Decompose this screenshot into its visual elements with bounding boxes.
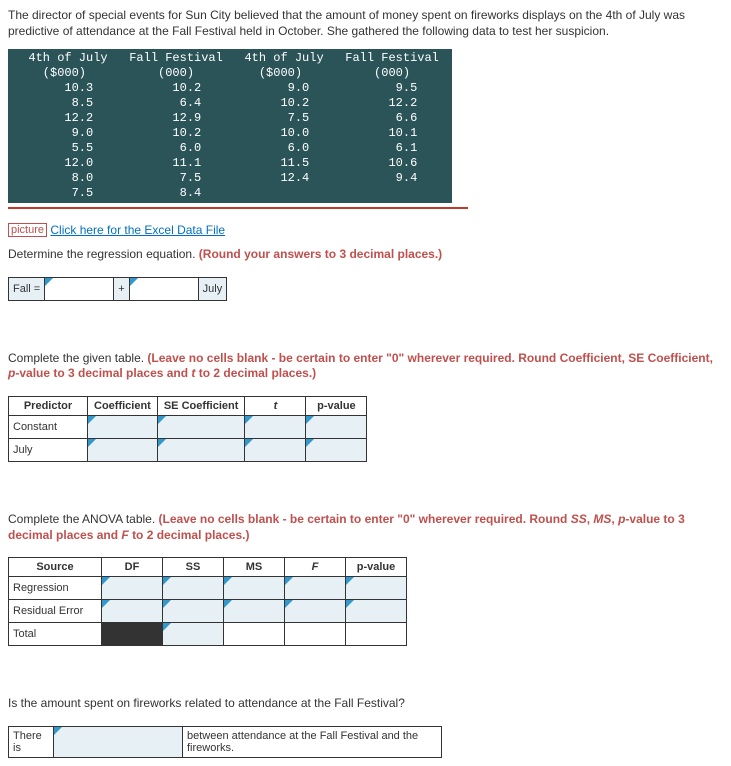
coef-header: SE Coefficient [157, 396, 245, 415]
data-table-underline [8, 207, 468, 209]
anova-input-cell[interactable] [102, 600, 163, 623]
anova-input-cell[interactable] [163, 600, 224, 623]
anova-header: SS [163, 558, 224, 577]
anova-input-cell[interactable] [224, 577, 285, 600]
coef-input-cell[interactable] [306, 415, 367, 438]
anova-row-label: Total [9, 623, 102, 646]
anova-input-cell[interactable] [346, 600, 407, 623]
coef-input-cell[interactable] [245, 415, 306, 438]
eq-slope-input[interactable] [129, 277, 198, 300]
anova-header: p-value [346, 558, 407, 577]
coef-input-cell[interactable] [306, 438, 367, 461]
coef-input-cell[interactable] [88, 438, 158, 461]
q2-instruction: Complete the given table. (Leave no cell… [8, 351, 723, 382]
coef-header: Predictor [9, 396, 88, 415]
coef-header: t [245, 396, 306, 415]
q1-instruction: Determine the regression equation. (Roun… [8, 247, 723, 263]
anova-input-cell[interactable] [285, 600, 346, 623]
eq-lhs: Fall = [9, 277, 45, 300]
anova-input-cell[interactable] [102, 577, 163, 600]
coef-header: p-value [306, 396, 367, 415]
coef-row-label: July [9, 438, 88, 461]
q4-pre: There is [9, 726, 54, 757]
anova-header: Source [9, 558, 102, 577]
anova-input-cell[interactable] [346, 577, 407, 600]
anova-table: SourceDFSSMSFp-value RegressionResidual E… [8, 557, 407, 646]
coef-header: Coefficient [88, 396, 158, 415]
q4-answer-row: There is between attendance at the Fall … [8, 726, 442, 758]
anova-input-cell[interactable] [163, 577, 224, 600]
data-table: 4th of July Fall Festival 4th of July Fa… [8, 49, 452, 203]
coef-input-cell[interactable] [157, 438, 245, 461]
eq-rhs: July [198, 277, 227, 300]
coef-input-cell[interactable] [88, 415, 158, 438]
coef-row-label: Constant [9, 415, 88, 438]
intro-text: The director of special events for Sun C… [8, 8, 723, 39]
q4-relation-select[interactable] [54, 726, 183, 757]
q3-instruction: Complete the ANOVA table. (Leave no cell… [8, 512, 723, 543]
coef-input-cell[interactable] [245, 438, 306, 461]
anova-header: MS [224, 558, 285, 577]
regression-equation: Fall = + July [8, 277, 227, 301]
anova-row-label: Residual Error [9, 600, 102, 623]
anova-header: DF [102, 558, 163, 577]
coef-input-cell[interactable] [157, 415, 245, 438]
anova-input-cell[interactable] [224, 600, 285, 623]
anova-header: F [285, 558, 346, 577]
q4-question: Is the amount spent on fireworks related… [8, 696, 723, 712]
eq-intercept-input[interactable] [45, 277, 114, 300]
excel-data-link[interactable]: Click here for the Excel Data File [50, 223, 225, 237]
anova-input-cell[interactable] [285, 577, 346, 600]
eq-plus: + [114, 277, 129, 300]
q4-post: between attendance at the Fall Festival … [183, 726, 442, 757]
anova-row-label: Regression [9, 577, 102, 600]
coefficient-table: PredictorCoefficientSE Coefficienttp-val… [8, 396, 367, 462]
picture-placeholder: picture [8, 223, 47, 237]
